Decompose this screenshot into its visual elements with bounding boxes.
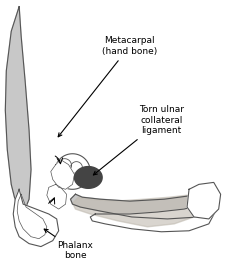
- Polygon shape: [74, 167, 102, 188]
- Polygon shape: [47, 184, 67, 209]
- Text: Torn ulnar
collateral
ligament: Torn ulnar collateral ligament: [93, 105, 184, 175]
- Polygon shape: [72, 195, 199, 227]
- Polygon shape: [58, 159, 72, 172]
- Polygon shape: [90, 199, 217, 232]
- Polygon shape: [70, 189, 219, 219]
- Polygon shape: [51, 160, 74, 189]
- Text: Phalanx
bone: Phalanx bone: [44, 229, 93, 260]
- Polygon shape: [187, 182, 221, 219]
- Polygon shape: [13, 189, 59, 247]
- Polygon shape: [55, 154, 90, 189]
- Text: Metacarpal
(hand bone): Metacarpal (hand bone): [58, 36, 158, 137]
- Polygon shape: [70, 162, 82, 174]
- Polygon shape: [5, 7, 31, 214]
